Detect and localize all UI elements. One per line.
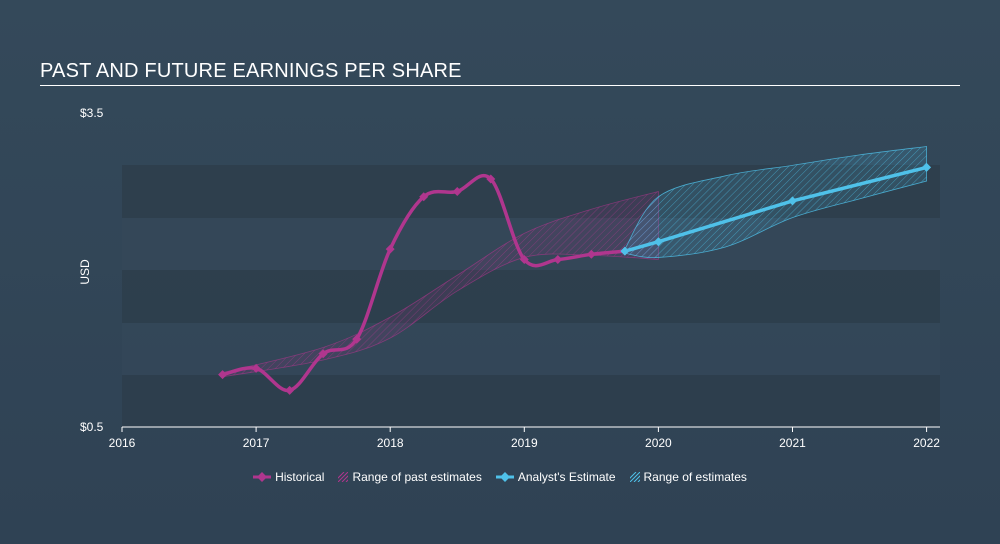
analyst-estimate-point — [922, 162, 932, 172]
legend-label: Range of estimates — [643, 470, 747, 484]
historical-point — [486, 174, 496, 184]
legend-line-icon — [253, 472, 272, 482]
historical-point — [318, 349, 328, 359]
axes: 2016 2017 2018 2019 2020 2021 2022 $3.5 $0.5 USD — [78, 106, 940, 450]
legend-item: Range of estimates — [629, 470, 747, 484]
y-axis-label: USD — [78, 259, 92, 285]
title-divider — [40, 85, 960, 86]
historical-point — [385, 244, 395, 254]
legend-line-icon — [495, 472, 514, 482]
historical-point — [553, 255, 563, 265]
chart-title: PAST AND FUTURE EARNINGS PER SHARE — [40, 60, 462, 82]
historical-point — [218, 370, 228, 380]
x-tick-label: 2017 — [243, 436, 270, 450]
historical-point — [586, 249, 596, 259]
x-tick-label: 2019 — [511, 436, 538, 450]
historical-point — [452, 187, 462, 196]
legend-hatch-icon — [338, 472, 349, 482]
legend-label: Analyst's Estimate — [517, 470, 616, 484]
legend-item: Historical — [253, 470, 324, 484]
historical-point — [519, 255, 529, 265]
historical-point — [251, 363, 261, 373]
background-bands — [122, 165, 940, 427]
x-tick-label: 2022 — [913, 436, 940, 450]
legend-label: Historical — [275, 470, 325, 484]
legend-label: Range of past estimates — [352, 470, 482, 484]
legend-hatch-icon — [629, 472, 640, 482]
analyst-estimate-line — [623, 165, 929, 253]
background-band — [122, 375, 940, 427]
analyst-estimate-point — [787, 196, 797, 206]
x-tick-label: 2016 — [109, 436, 136, 450]
y-tick-label: $0.5 — [80, 420, 104, 434]
y-tick-label: $3.5 — [80, 106, 104, 120]
analyst-estimate-point — [620, 246, 630, 256]
historical-point — [352, 334, 362, 344]
analyst-estimate-point — [653, 237, 663, 247]
historical-point — [419, 192, 429, 202]
x-tick-label: 2018 — [377, 436, 404, 450]
series-markers — [218, 162, 932, 395]
legend-item: Range of past estimates — [338, 470, 482, 484]
x-tick-label: 2021 — [779, 436, 806, 450]
background-band — [122, 270, 940, 323]
legend-item: Analyst's Estimate — [495, 470, 616, 484]
historical-point — [285, 385, 295, 395]
chart-legend: Historical Range of past estimates Analyst… — [0, 470, 1000, 484]
x-tick-label: 2020 — [645, 436, 672, 450]
past-estimate-range — [222, 190, 659, 378]
